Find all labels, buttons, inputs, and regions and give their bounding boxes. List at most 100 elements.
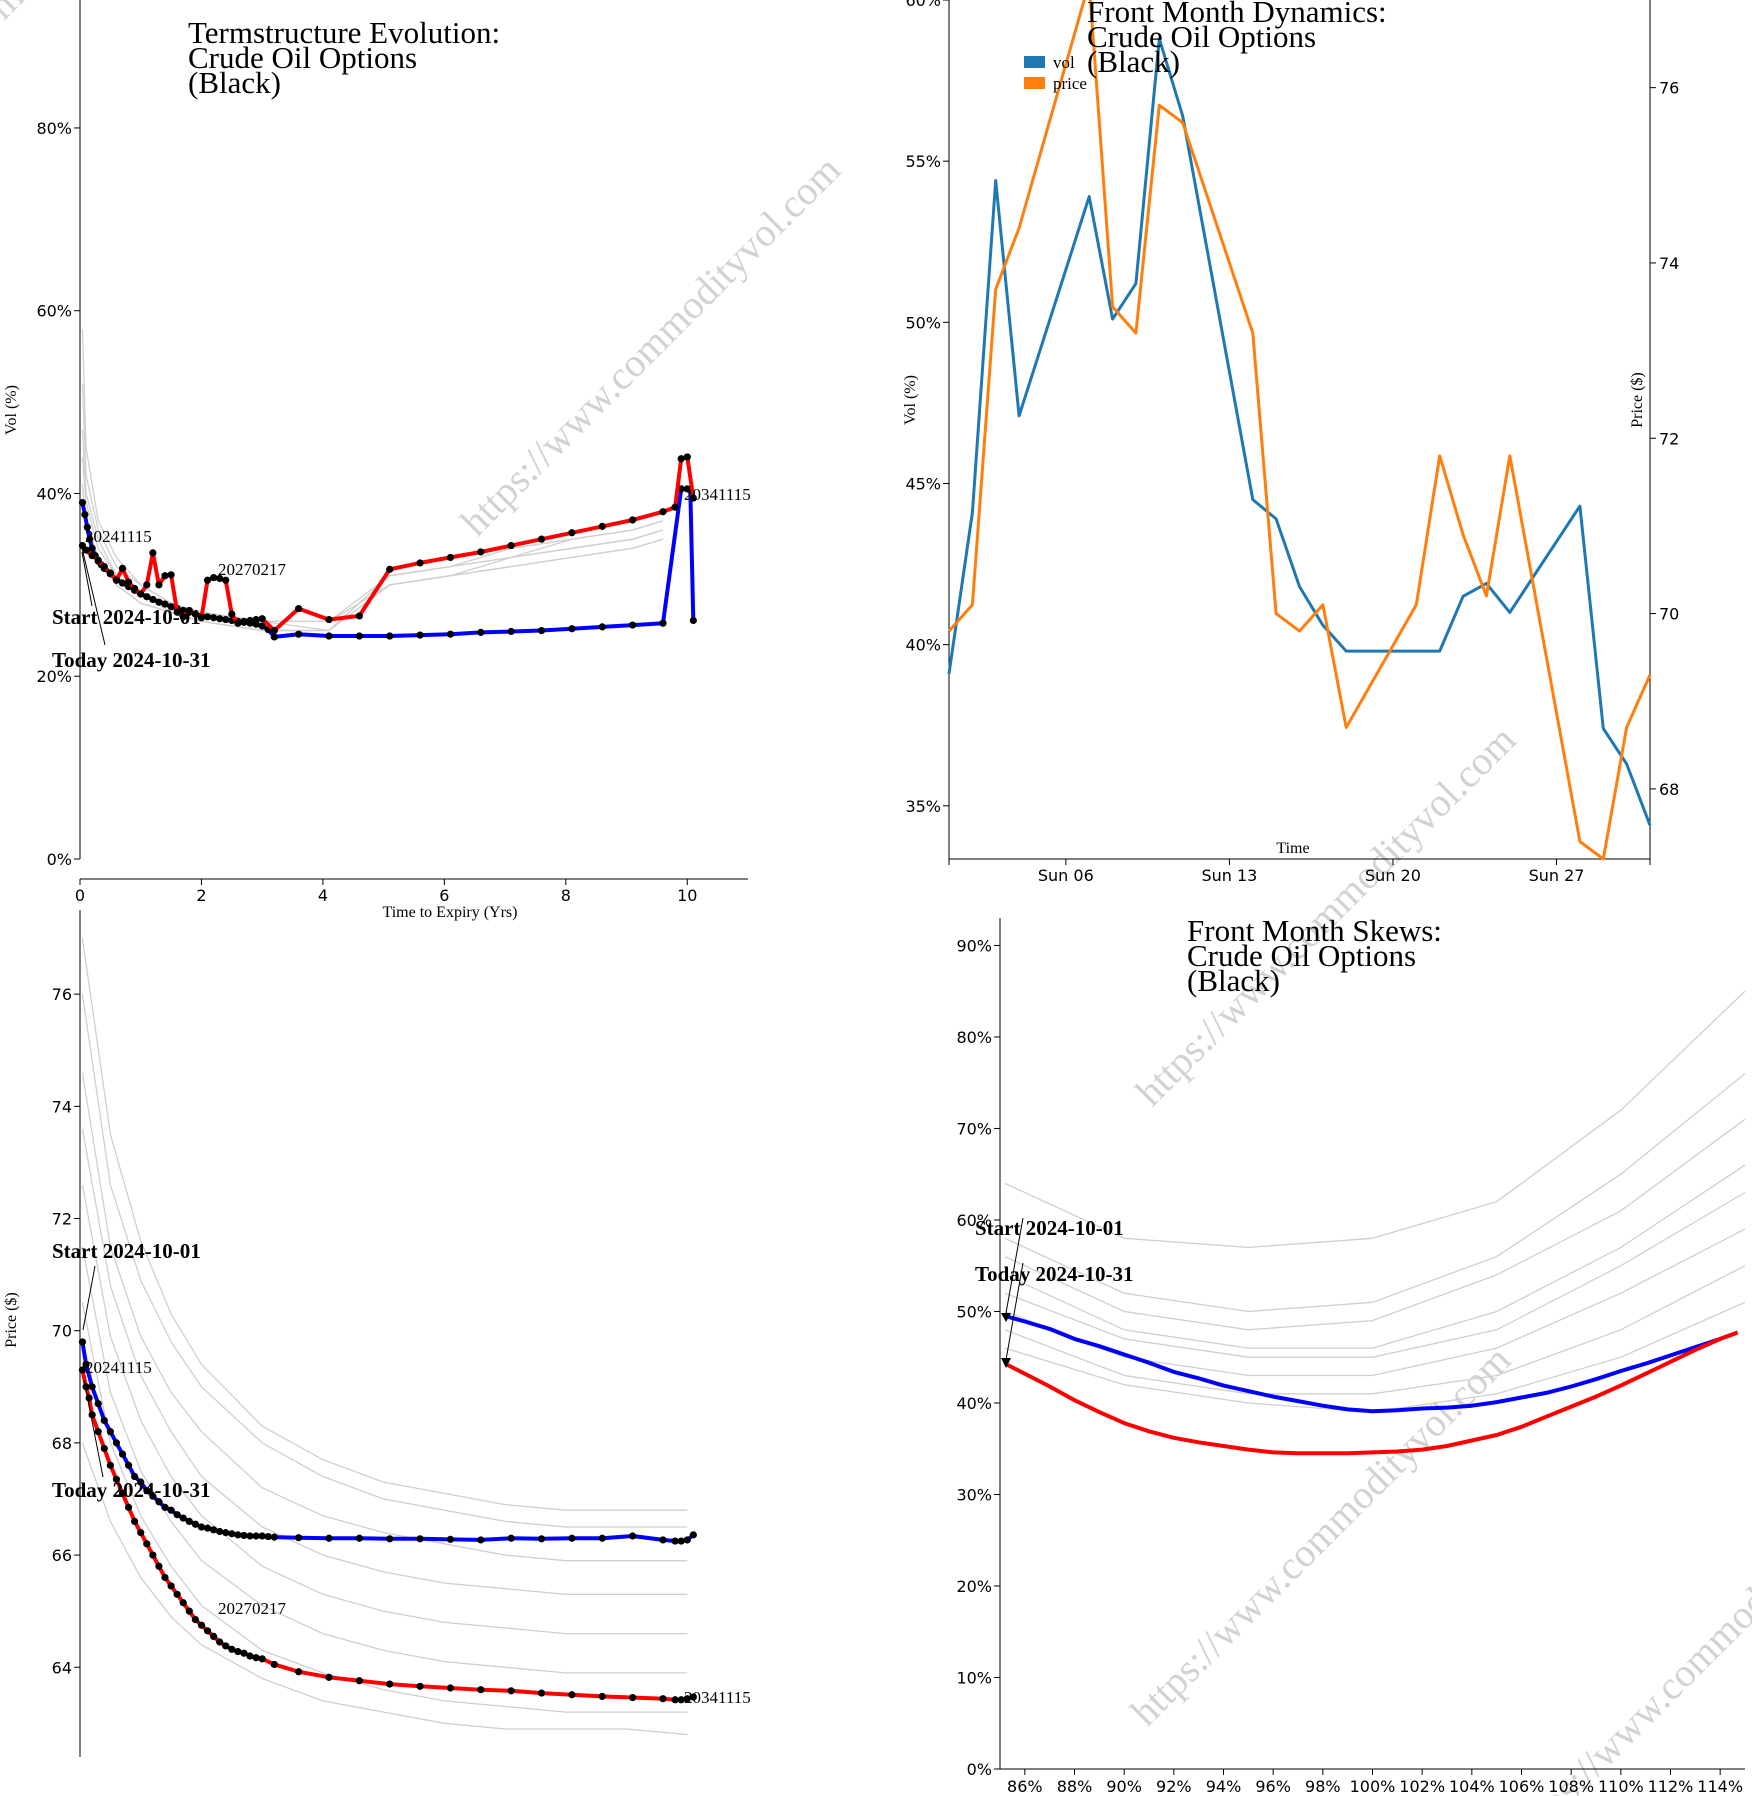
price-start-point [185,1517,193,1526]
price-today-point [94,1428,102,1436]
vol-series-line [947,37,1652,826]
chart-title-line-1: Crude Oil Options [1087,19,1316,54]
x-tick-label: Sun 06 [1038,866,1094,885]
price-today-point [137,1529,145,1537]
price-today-point [191,1615,199,1624]
price-today-point [100,1444,108,1453]
price-today-point [112,1475,121,1483]
price-start-point [197,1523,206,1531]
y-tick-label: 20% [36,667,72,686]
price-today-point [416,1682,424,1690]
price-start-point [143,1486,151,1495]
termstructure-start-point [629,621,637,629]
x-tick-label: 10 [677,886,697,905]
y2-tick-label: 68 [1659,780,1679,799]
termstructure-chart: Termstructure Evolution:Crude Oil Option… [3,0,751,921]
price-today-point [118,1489,127,1497]
termstructure-today-point [106,569,114,577]
termstructure-today-point [598,522,606,530]
today-annotation: Today 2024-10-31 [52,1478,211,1502]
termstructure-start-point [210,614,218,622]
price-start-point [228,1530,236,1538]
start-arrow [81,551,93,607]
y-tick-label: 50% [956,1302,992,1321]
termstructure-today-point [82,546,90,554]
price-history-line-5 [81,1246,688,1674]
expiry-label-mid: 20270217 [218,560,287,579]
price-today-point [270,1660,278,1669]
x-tick-label: 4 [318,886,328,905]
price-history-line-1 [81,994,688,1528]
x-tick-label: 96% [1255,1777,1291,1796]
price-today-point [325,1673,333,1681]
termstructure-start-point [386,632,394,640]
termstructure-today-point [173,608,181,616]
termstructure-today-point [94,556,102,564]
y-tick-label: 50% [905,313,941,332]
termstructure-today-point [88,552,96,560]
termstructure-today-point [197,614,206,622]
price-start-point [629,1532,637,1540]
price-start-point [671,1537,679,1545]
x-tick-label: 104% [1449,1777,1495,1796]
y-tick-label: 10% [956,1668,992,1687]
price-today-point [124,1503,133,1511]
front-month-dynamics-chart: 35% 40% 45% 50% 55% 60% 68 70 72 74 76 Sun 06 Sun 13… [902,0,1679,885]
termstructure-start-point [537,626,546,635]
termstructure-start-point [216,615,224,623]
x-axis-label: Time to Expiry (Yrs) [383,904,518,921]
y2-tick-label: 74 [1659,254,1679,273]
price-today-point [537,1689,546,1697]
termstructure-start-point [568,625,576,633]
legend-swatch-price [1024,77,1045,89]
price-today-point [222,1642,230,1650]
x-tick-label: 90% [1106,1777,1142,1796]
y-tick-label: 35% [905,797,941,816]
price-today-point [173,1590,181,1598]
termstructure-start-point [143,593,151,601]
termstructure-today-point [689,494,697,502]
price-today-point [477,1686,485,1694]
price-today-point [629,1693,637,1702]
price-today-point [234,1647,242,1656]
termstructure-start-point [325,632,333,640]
start-annotation: Start 2024-10-01 [52,605,201,629]
x-tick-label: 88% [1057,1777,1093,1796]
x-tick-label: 100% [1350,1777,1396,1796]
price-start-point [210,1526,218,1534]
termstructure-today-point [629,516,637,524]
termstructure-today-point [118,564,127,573]
termstructure-start-point [161,600,169,608]
y2-axis-label: Price ($) [1629,372,1646,428]
price-termstructure-chart: 64 66 68 70 72 74 76 Price ($) 20241115 20270217 2… [3,910,751,1757]
termstructure-today-point [677,455,685,463]
y-tick-label: 40% [36,484,72,503]
price-start-point [155,1498,163,1506]
termstructure-today-point [683,453,691,461]
price-start-point [295,1534,303,1542]
y-tick-label: 60% [956,1211,992,1230]
price-start-point [216,1527,224,1536]
price-start-point [270,1533,278,1541]
skew-start-line [1004,1314,1739,1414]
termstructure-today-point [386,565,394,573]
price-today-point [258,1655,266,1663]
price-today-point [659,1695,667,1703]
price-start-point [88,1383,96,1391]
chart-title-line-1: Crude Oil Options [188,40,417,75]
skew-history-line-5 [1004,1228,1746,1377]
legend-label-price: price [1053,74,1087,93]
x-tick-label: 0 [75,886,85,905]
price-start-point [252,1532,260,1540]
price-start-point [416,1535,424,1543]
price-today-point [149,1551,157,1559]
price-start-point [82,1360,90,1368]
termstructure-today-point [228,610,236,618]
price-today-point [179,1599,187,1607]
price-today-point [216,1638,224,1646]
price-start-point [222,1529,230,1537]
termstructure-start-point [507,627,515,636]
price-start-point [683,1536,691,1544]
termstructure-start-point [88,544,96,552]
price-history-line-2 [81,1072,688,1562]
